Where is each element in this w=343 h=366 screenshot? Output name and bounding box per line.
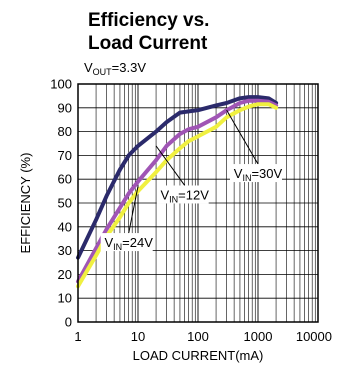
- annotation-background: [230, 164, 282, 183]
- plot-frame: [77, 83, 319, 323]
- annotation-suffix: =24V: [122, 235, 153, 250]
- annotation-leader-line: [155, 145, 186, 186]
- y-tick-label: 10: [58, 291, 72, 306]
- x-tick-label: 1: [74, 329, 81, 344]
- annotation-leader-line: [226, 109, 259, 165]
- series-annotation-label: VIN=30V: [234, 166, 283, 183]
- y-tick-label: 50: [58, 196, 72, 211]
- annotation-leader-line: [128, 186, 139, 234]
- x-tick-labels: 1 10 100 1000 10000: [74, 329, 332, 344]
- annotation-prefix: V: [234, 166, 243, 181]
- series-lines: [76, 95, 279, 289]
- annotation-subscript: IN: [169, 194, 178, 204]
- y-tick-label: 80: [58, 124, 72, 139]
- y-tick-label: 70: [58, 148, 72, 163]
- series-line-3: [76, 102, 279, 289]
- x-axis-label: LOAD CURRENT(mA): [133, 348, 264, 363]
- chart-title-line-1: Efficiency vs.: [88, 10, 209, 31]
- chart-title-line-2: Load Current: [88, 33, 208, 54]
- annotation-prefix: V: [105, 235, 114, 250]
- y-tick-label: 90: [58, 100, 72, 115]
- series-line-1: [76, 95, 279, 260]
- y-tick-label: 100: [50, 77, 72, 92]
- annotation-leaders: [128, 109, 259, 234]
- condition-subscript: OUT: [93, 67, 113, 77]
- series-annotation-label: VIN=24V: [105, 235, 154, 252]
- y-tick-label: 40: [58, 219, 72, 234]
- annotation-suffix: =30V: [251, 166, 282, 181]
- y-tick-label: 0: [65, 315, 72, 330]
- x-tick-label: 100: [187, 329, 209, 344]
- annotation-background: [156, 185, 209, 204]
- y-tick-label: 30: [58, 243, 72, 258]
- x-tick-label: 10: [131, 329, 145, 344]
- annotation-subscript: IN: [242, 173, 251, 183]
- condition-prefix: V: [84, 60, 93, 75]
- condition-suffix: =3.3V: [112, 60, 147, 75]
- annotation-prefix: V: [160, 187, 169, 202]
- annotation-background: [100, 233, 153, 252]
- series-line-2: [76, 98, 279, 284]
- annotation-subscript: IN: [113, 242, 122, 252]
- output-voltage-condition: VOUT=3.3V: [84, 60, 146, 77]
- y-axis-label: EFFICIENCY (%): [18, 153, 33, 254]
- x-tick-label: 10000: [296, 329, 332, 344]
- y-tick-labels: 0 10 20 30 40 50 60 70 80 90 100: [50, 77, 72, 330]
- y-tick-label: 20: [58, 267, 72, 282]
- x-tick-label: 1000: [244, 329, 273, 344]
- annotation-suffix: =12V: [178, 187, 209, 202]
- series-annotation-label: VIN=12V: [160, 187, 209, 204]
- y-tick-label: 60: [58, 172, 72, 187]
